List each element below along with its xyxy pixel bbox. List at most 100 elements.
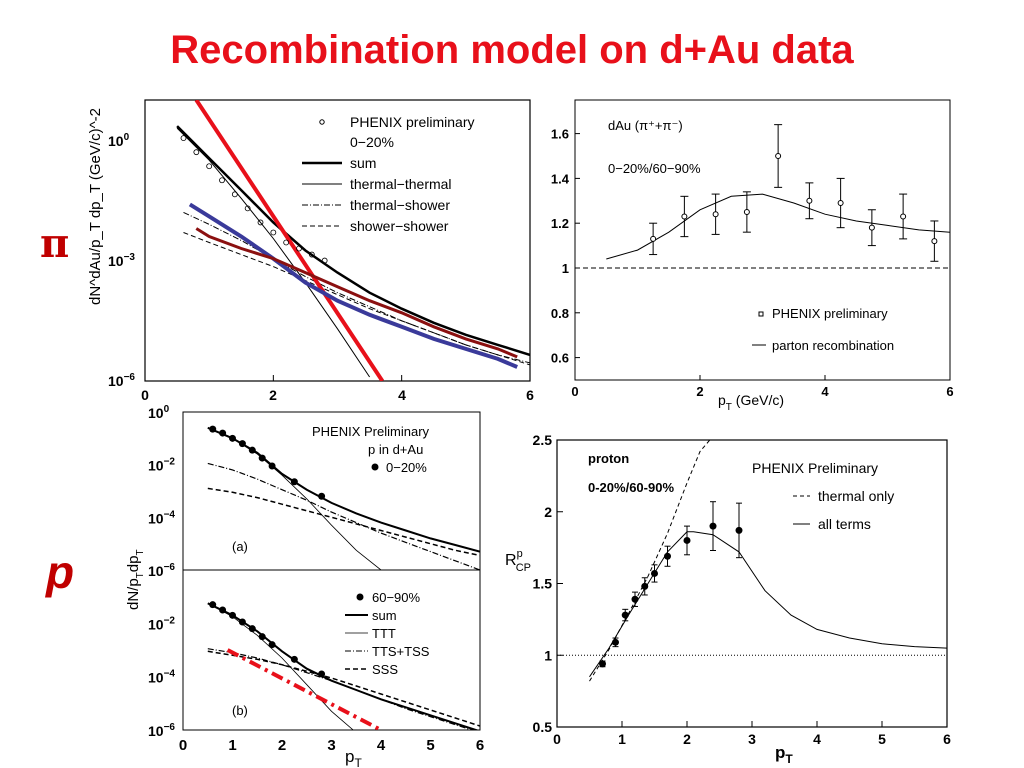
pion-series-blue-curve	[188, 202, 518, 369]
pa-data-point	[209, 425, 217, 433]
pion-rcp-point	[900, 213, 907, 220]
pb-xtick-label: 2	[278, 737, 286, 754]
pion-series-shower-shower	[183, 232, 530, 366]
proton-rcp-annot-proton: proton	[588, 451, 629, 466]
pion-data-point	[193, 149, 200, 156]
pa-data-point	[238, 440, 246, 448]
pion-rcp-curve	[606, 193, 951, 260]
pa-series-TTT	[207, 427, 382, 570]
pion-tick-y-0: 100	[108, 132, 130, 149]
pa-data-point	[248, 446, 256, 454]
pion-legend-tt: thermal−thermal	[350, 176, 452, 192]
pion-rcp-point	[650, 235, 657, 242]
pion-legend-ss: shower−shower	[350, 218, 449, 234]
page-title: Recombination model on d+Au data	[170, 28, 854, 72]
proton-label: p	[46, 546, 75, 598]
pb-xtick-label: 4	[377, 737, 386, 754]
pa-ytick-label: 10−2	[148, 457, 175, 474]
pion-data-point	[283, 239, 290, 246]
pion-rcp-point	[743, 209, 750, 215]
pion-rcp-ytick-label: 0.8	[551, 306, 569, 321]
pion-rcp-ytick-label: 0.6	[551, 351, 569, 366]
proton-rcp-legend-title: PHENIX Preliminary	[752, 460, 878, 476]
pb-ytick-label: 10−2	[148, 615, 175, 632]
pb-legend-sss: SSS	[372, 662, 398, 677]
proton-rcp-point	[599, 660, 606, 668]
pb-panel-label: (b)	[232, 703, 248, 718]
pion-rcp-ytick-label: 1	[562, 261, 569, 276]
pion-legend-sum: sum	[350, 155, 376, 171]
pion-legend-centrality: 0−20%	[350, 134, 394, 150]
pb-series-SSS	[207, 650, 480, 727]
pb-data-point	[219, 606, 227, 614]
pa-series-SSS	[207, 487, 480, 557]
proton-rcp-point	[621, 611, 629, 619]
proton-rcp-point	[612, 638, 619, 646]
pb-data-point	[248, 625, 256, 633]
pa-legend-l2: p in d+Au	[368, 442, 423, 457]
pion-tick-y-3: 10−3	[108, 252, 135, 269]
pion-rcp-ytick-label: 1.4	[551, 171, 570, 186]
pb-data-point	[290, 655, 298, 663]
pion-series-sum	[176, 125, 530, 357]
pa-ytick-label: 10−4	[148, 509, 175, 526]
pion-rcp-title: dAu (π⁺+π⁻)	[608, 118, 683, 133]
pion-rcp-chart: dAu (π⁺+π⁻) 0−20%/60−90% PHENIX prelimin…	[551, 99, 954, 413]
pion-data-point	[296, 245, 302, 252]
proton-rcp-ytick-label: 0.5	[533, 719, 553, 735]
proton-rcp-xtick-label: 4	[813, 731, 821, 747]
pion-data-point	[270, 229, 277, 236]
proton-rcp-ytick-label: 1	[544, 647, 552, 663]
pion-rcp-point	[837, 200, 844, 207]
pion-tick-x-0: 0	[141, 387, 149, 403]
pion-data-point	[231, 191, 238, 198]
pion-rcp-xtick-label: 4	[821, 384, 829, 399]
proton-rcp-point	[683, 536, 691, 544]
pb-legend-sum: sum	[372, 608, 397, 623]
pb-series-TTS-TSS	[207, 648, 474, 730]
pb-data-point	[238, 618, 246, 626]
proton-rcp-point	[709, 522, 717, 530]
proton-rcp-xtick-label: 3	[748, 731, 756, 747]
pb-data-point	[209, 601, 217, 609]
pion-tick-x-4: 4	[398, 387, 406, 403]
pb-data-point	[268, 641, 276, 649]
pion-rcp-legend-marker: PHENIX preliminary	[772, 306, 888, 321]
pa-series-TTS-TSS	[207, 462, 480, 570]
pion-rcp-point	[681, 213, 688, 220]
pb-ytick-label: 10−4	[148, 669, 175, 686]
proton-rcp-point	[641, 582, 649, 590]
pb-xtick-label: 5	[426, 737, 434, 754]
pion-data-point	[308, 251, 315, 258]
pb-xtick-label: 1	[228, 737, 236, 754]
pb-xtick-label: 0	[179, 737, 187, 754]
proton-rcp-point	[664, 552, 671, 560]
pion-rcp-point	[806, 197, 813, 204]
proton-rcp-point	[651, 569, 658, 577]
pion-series-dark-red-curve	[195, 227, 518, 359]
pion-rcp-legend-line: parton recombination	[772, 338, 894, 353]
pb-legend-ttt: TTT	[372, 626, 396, 641]
pion-data-point	[219, 177, 225, 184]
pb-xtick-label: 3	[327, 737, 335, 754]
pion-rcp-xtick-label: 6	[946, 384, 953, 399]
pion-rcp-point	[868, 224, 875, 231]
pion-series-red-fit	[194, 100, 385, 381]
proton-rcp-xtick-label: 0	[553, 731, 561, 747]
pion-y-axis-label: dN^dAu/p_T dp_T (GeV/c)^-2	[87, 108, 104, 305]
pion-rcp-ytick-label: 1.2	[551, 216, 569, 231]
proton-rcp-point	[631, 595, 639, 603]
proton-spectrum-chart: dN/pTdpT PHENIX Preliminary p in d+Au 0−…	[125, 405, 484, 768]
proton-rcp-legend-dashed: thermal only	[818, 488, 894, 504]
pb-legend-l1: 60−90%	[372, 590, 421, 605]
pion-rcp-xtick-label: 2	[696, 384, 703, 399]
proton-rcp-ytick-label: 2	[544, 504, 552, 520]
pb-data-point	[229, 611, 236, 619]
pa-legend-l1: PHENIX Preliminary	[312, 424, 430, 439]
pion-tick-x-6: 6	[526, 387, 534, 403]
pion-tick-y-6: 10−6	[108, 372, 135, 389]
pion-rcp-ytick-label: 1.6	[551, 127, 569, 142]
proton-rcp-xtick-label: 5	[878, 731, 886, 747]
pion-data-point	[206, 163, 213, 170]
pion-rcp-point	[931, 238, 938, 245]
